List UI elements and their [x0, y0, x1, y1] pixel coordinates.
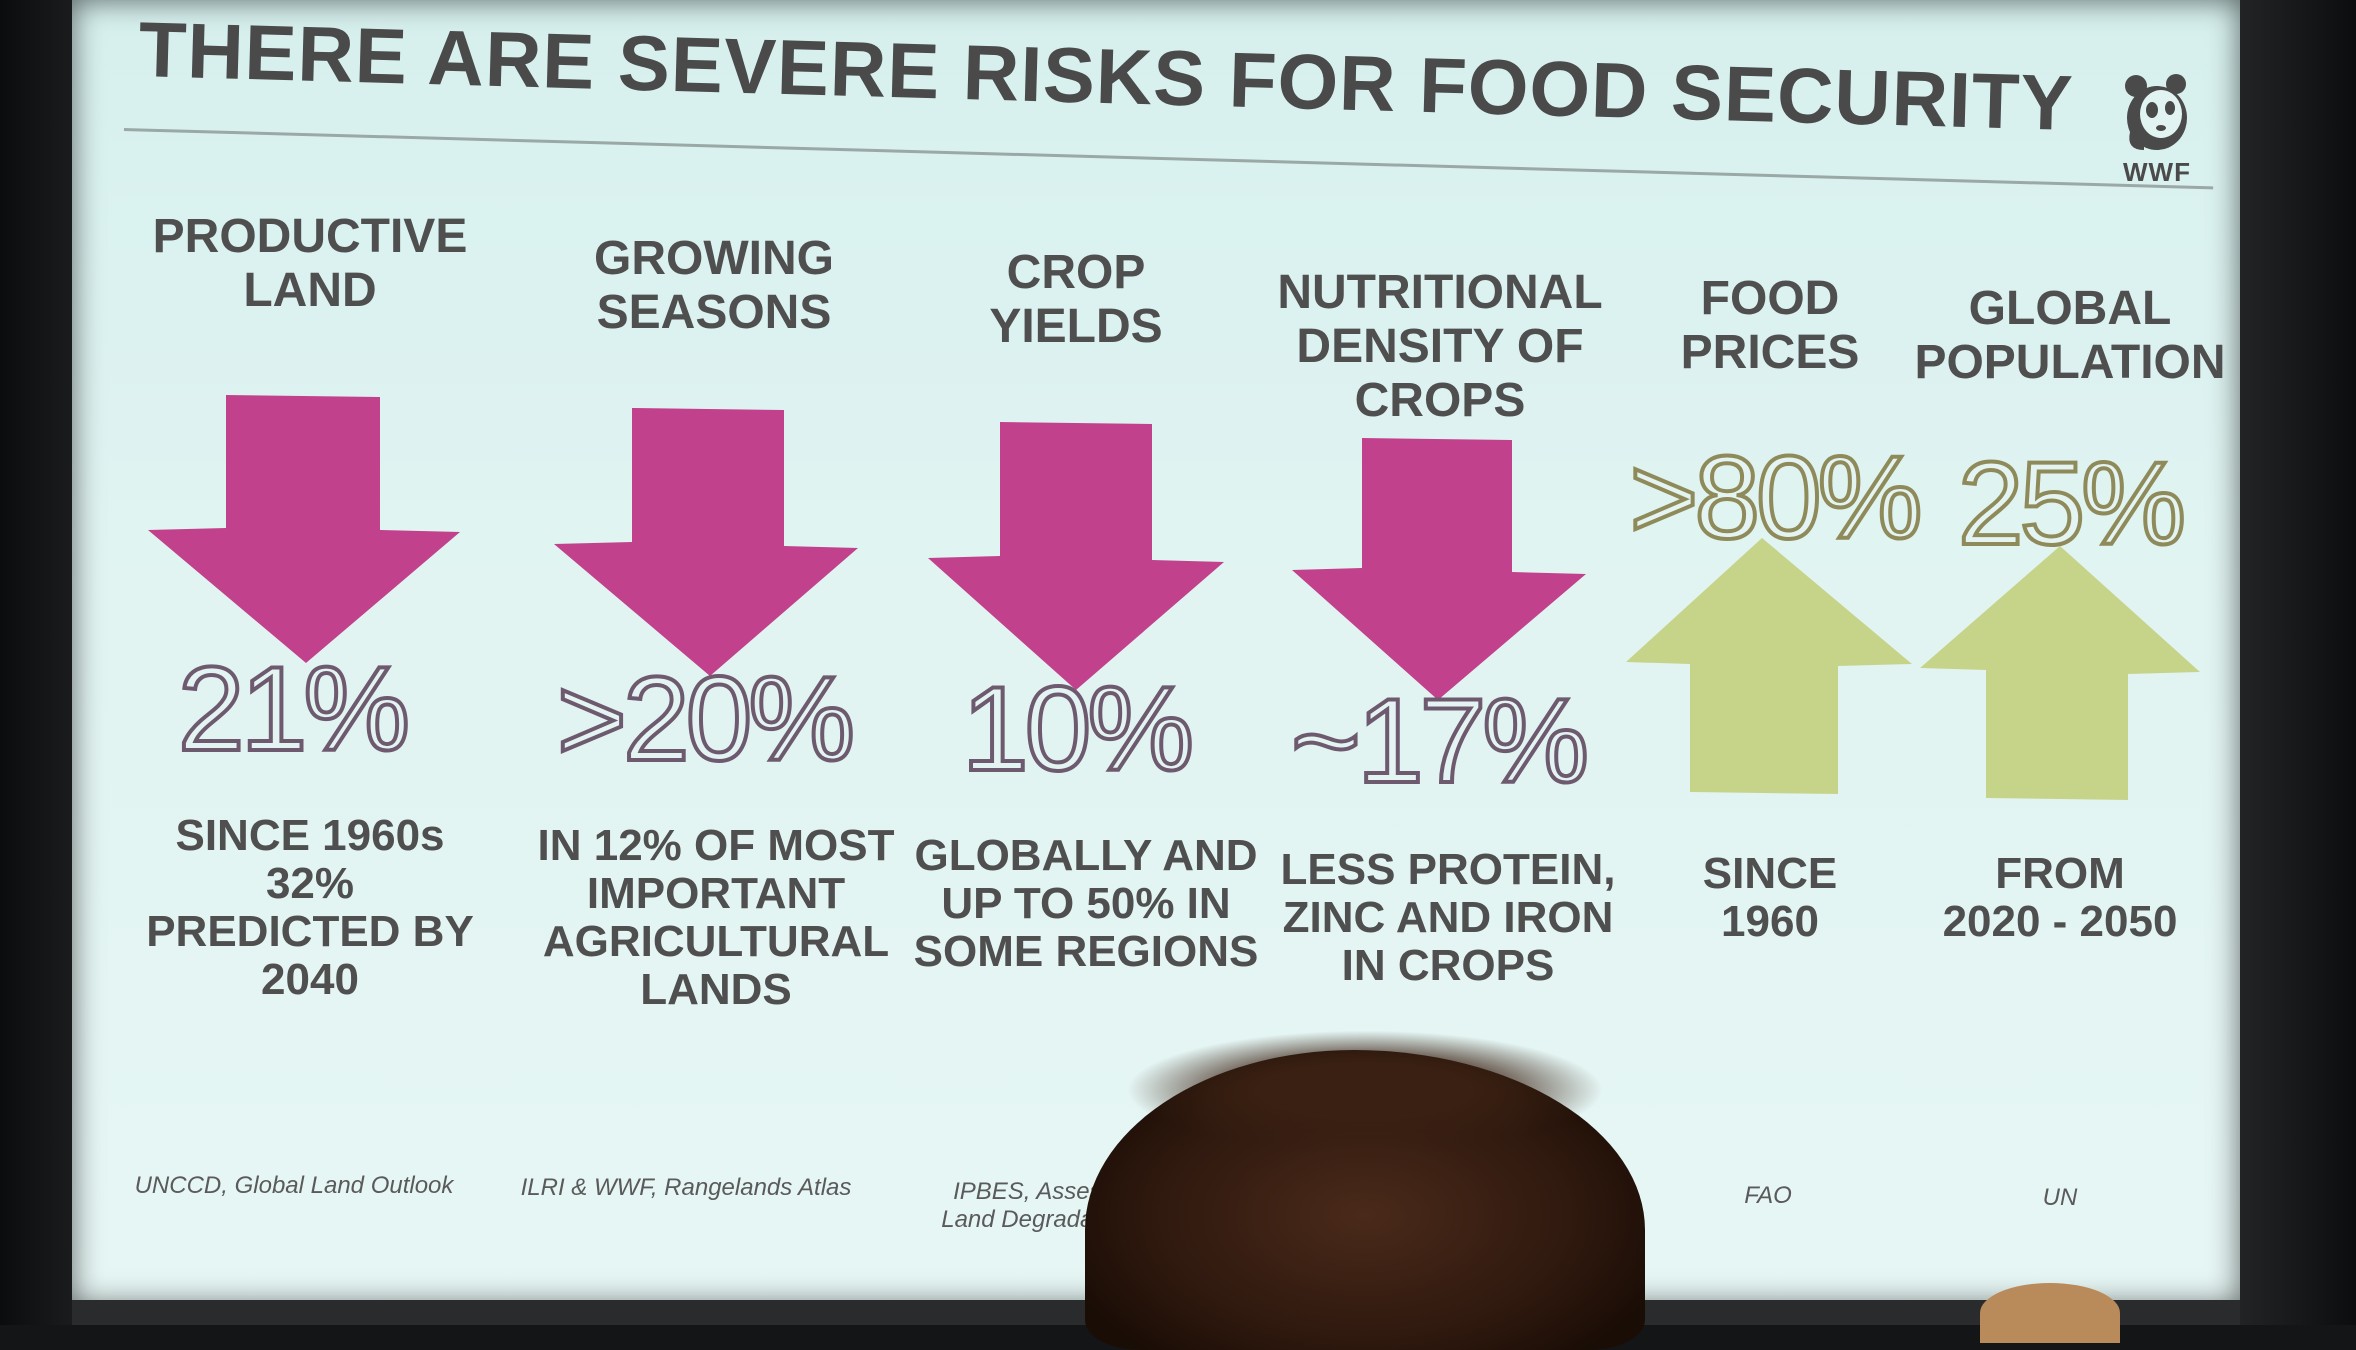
up-arrow-icon — [1626, 538, 1912, 794]
column-value: 21% — [176, 640, 412, 778]
room-left-wall — [0, 0, 80, 1325]
column-heading: GROWING SEASONS — [594, 232, 834, 339]
column-source: UN — [2042, 1184, 2078, 1211]
slide-title: THERE ARE SEVERE RISKS FOR FOOD SECURITY — [137, 4, 2075, 148]
room-right-wall — [2236, 0, 2356, 1325]
column-food-prices: FOOD PRICES — [1590, 272, 1950, 380]
column-crop-yields: CROP YIELDS — [896, 246, 1256, 354]
column-description: SINCE 1960s 32% PREDICTED BY 2040 — [146, 811, 474, 1004]
column-description: IN 12% OF MOST IMPORTANT AGRICULTURAL LA… — [537, 821, 895, 1014]
down-arrow-icon — [928, 422, 1224, 690]
column-description: FROM 2020 - 2050 — [1942, 849, 2178, 946]
column-global-population: GLOBAL POPULATION — [1890, 282, 2240, 390]
up-arrow-icon — [1920, 546, 2200, 800]
column-heading: NUTRITIONAL DENSITY OF CROPS — [1277, 266, 1603, 427]
audience-head — [1980, 1283, 2120, 1343]
logo-text: WWF — [2123, 157, 2191, 187]
column-value: >80% — [1627, 430, 1924, 566]
down-arrow-icon — [1292, 438, 1586, 700]
column-heading: PRODUCTIVE LAND — [152, 210, 468, 317]
column-heading: GLOBAL POPULATION — [1914, 282, 2226, 389]
down-arrow-icon — [554, 408, 858, 676]
down-arrow-icon — [148, 395, 460, 663]
column-description: SINCE 1960 — [1702, 849, 1838, 946]
column-value: 25% — [1956, 436, 2188, 572]
column-growing-seasons: GROWING SEASONS — [534, 232, 894, 340]
column-source: FAO — [1744, 1182, 1792, 1209]
column-source: UNCCD, Global Land Outlook — [134, 1172, 454, 1199]
column-productive-land: PRODUCTIVE LAND — [130, 210, 490, 318]
column-nutritional-density: NUTRITIONAL DENSITY OF CROPS — [1260, 266, 1620, 428]
column-heading: FOOD PRICES — [1680, 272, 1860, 379]
column-source: ILRI & WWF, Rangelands Atlas — [520, 1174, 852, 1201]
wwf-logo: WWF — [2112, 72, 2202, 188]
column-description: LESS PROTEIN, ZINC AND IRON IN CROPS — [1280, 845, 1616, 990]
column-description: GLOBALLY AND UP TO 50% IN SOME REGIONS — [913, 831, 1259, 976]
column-value: 10% — [960, 660, 1196, 798]
panda-icon — [2125, 74, 2187, 150]
column-heading: CROP YIELDS — [989, 246, 1163, 353]
column-value: ~17% — [1289, 672, 1591, 810]
column-value: >20% — [555, 650, 857, 788]
audience-head — [1085, 1030, 1645, 1350]
